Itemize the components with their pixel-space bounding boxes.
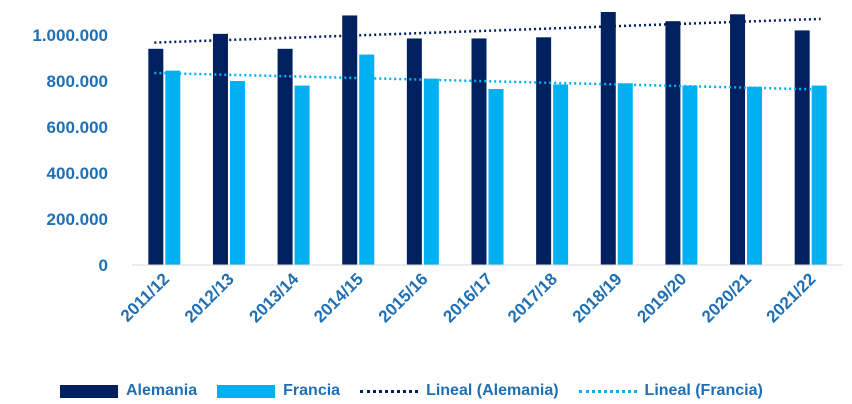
trendline-francia — [154, 71, 821, 91]
x-tick-label: 2011/12 — [117, 269, 173, 325]
x-tick-label: 2014/15 — [310, 269, 367, 326]
y-axis: 0 200.000 400.000 600.000 800.000 1.000.000 — [32, 26, 108, 275]
x-tick-label: 2020/21 — [698, 269, 755, 326]
y-tick-label: 200.000 — [47, 210, 108, 229]
bar-francia-2014-15 — [359, 54, 375, 265]
bar-alemania-2018-19 — [600, 12, 616, 265]
bar-alemania-2015-16 — [406, 38, 422, 266]
bar-francia-2018-19 — [617, 83, 633, 265]
bar-francia-2012-13 — [229, 81, 245, 265]
x-tick-label: 2018/19 — [569, 269, 626, 326]
x-tick-label: 2016/17 — [439, 269, 496, 326]
x-tick-label: 2021/22 — [763, 269, 820, 326]
legend-line-lineal-alemania — [360, 389, 419, 393]
x-tick-label: 2017/18 — [504, 269, 561, 326]
bar-alemania-2016-17 — [471, 38, 487, 266]
legend-label-lineal-francia: Lineal (Francia) — [644, 382, 763, 399]
trendlines — [154, 17, 821, 91]
y-tick-label: 0 — [99, 256, 108, 275]
legend-item-lineal-francia: Lineal (Francia) — [578, 382, 763, 400]
bar-francia-2020-21 — [747, 86, 763, 265]
legend-label-francia: Francia — [283, 382, 341, 399]
x-tick-label: 2013/14 — [246, 269, 303, 326]
bar-francia-2011-12 — [165, 70, 181, 266]
bar-alemania-2020-21 — [730, 14, 746, 265]
legend-line-lineal-francia — [578, 389, 637, 393]
legend-label-lineal-alemania: Lineal (Alemania) — [426, 382, 559, 399]
x-axis: 2011/12 2012/13 2013/14 2014/15 2015/16 2016/… — [117, 269, 820, 326]
bar-alemania-2013-14 — [277, 48, 293, 265]
bar-francia-2013-14 — [294, 85, 310, 265]
legend: Alemania Francia Lineal (Alemania) Linea… — [60, 380, 850, 402]
bar-francia-2019-20 — [682, 85, 698, 265]
bar-alemania-2021-22 — [794, 30, 810, 266]
bar-alemania-2011-12 — [148, 48, 164, 265]
y-tick-label: 800.000 — [47, 72, 108, 91]
legend-label-alemania: Alemania — [126, 382, 198, 399]
bar-francia-2016-17 — [488, 89, 504, 265]
y-tick-label: 600.000 — [47, 118, 108, 137]
legend-item-lineal-alemania: Lineal (Alemania) — [360, 382, 559, 400]
x-tick-label: 2012/13 — [181, 269, 238, 326]
bar-alemania-2012-13 — [212, 33, 228, 265]
bar-alemania-2019-20 — [665, 21, 681, 266]
legend-item-alemania: Alemania — [60, 382, 197, 400]
bar-francia-2021-22 — [811, 85, 827, 265]
bar-francia-2015-16 — [423, 78, 439, 265]
legend-item-francia: Francia — [217, 382, 340, 400]
x-tick-label: 2015/16 — [375, 269, 432, 326]
bar-alemania-2014-15 — [342, 15, 358, 266]
bar-francia-2017-18 — [553, 84, 569, 265]
legend-swatch-alemania — [60, 384, 118, 398]
x-tick-label: 2019/20 — [633, 269, 690, 326]
y-tick-label: 1.000.000 — [32, 26, 108, 45]
bar-chart: 0 200.000 400.000 600.000 800.000 1.000.000 2… — [32, 12, 843, 326]
legend-swatch-francia — [217, 384, 276, 398]
bars — [148, 12, 827, 266]
bar-alemania-2017-18 — [536, 37, 552, 265]
y-tick-label: 400.000 — [47, 164, 108, 183]
trendline-alemania — [154, 17, 821, 44]
